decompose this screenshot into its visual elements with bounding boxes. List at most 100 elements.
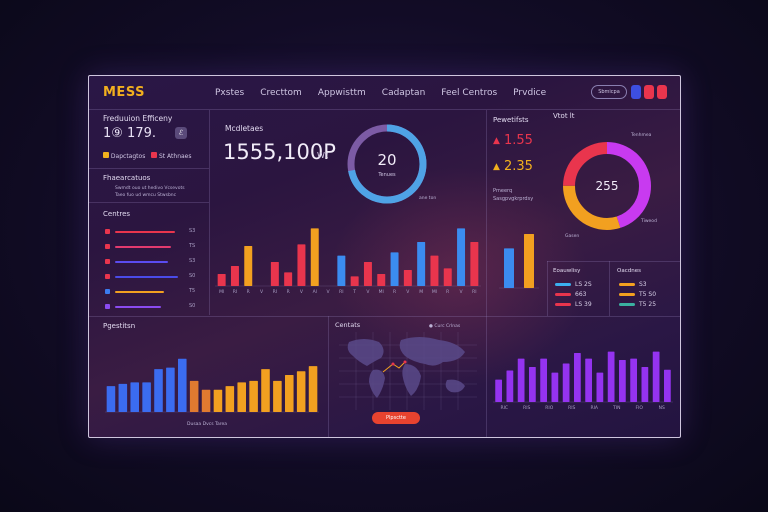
legend-value: T5 25 bbox=[639, 301, 657, 308]
chart-bar[interactable] bbox=[230, 266, 239, 286]
chart-bar[interactable] bbox=[154, 369, 163, 412]
chart-bar[interactable] bbox=[106, 386, 116, 412]
chart-bar[interactable] bbox=[201, 389, 211, 412]
small-donut-chart: 20 Tenues bbox=[347, 124, 427, 204]
chart-bar[interactable] bbox=[619, 360, 626, 402]
chart-bar[interactable] bbox=[585, 358, 592, 402]
chart-bar[interactable] bbox=[495, 379, 502, 402]
chart-bar[interactable] bbox=[562, 363, 570, 403]
chart-bar[interactable] bbox=[177, 358, 187, 412]
app-logo[interactable]: MESS bbox=[103, 85, 145, 100]
centres-row-swatch bbox=[105, 244, 110, 249]
small-donut-value: 20 bbox=[377, 151, 396, 169]
chart-bar[interactable] bbox=[270, 262, 279, 286]
map-title: Centats bbox=[335, 321, 361, 329]
header-button-red-1[interactable] bbox=[644, 85, 654, 99]
chart-bar[interactable] bbox=[574, 353, 581, 402]
chart-bar[interactable] bbox=[630, 358, 637, 402]
chart-bar[interactable] bbox=[390, 252, 399, 286]
chart-bar[interactable] bbox=[529, 367, 536, 402]
chart-bar[interactable] bbox=[470, 242, 479, 286]
header-button-blue[interactable] bbox=[631, 85, 641, 99]
chart-bar[interactable] bbox=[504, 248, 514, 288]
centres-row[interactable]: S0 bbox=[105, 303, 205, 311]
chart-bar[interactable] bbox=[377, 274, 386, 286]
chart-bar[interactable] bbox=[403, 270, 412, 286]
nav-item-6[interactable]: Prvdice bbox=[513, 88, 547, 98]
chart-bar[interactable] bbox=[308, 366, 318, 412]
chart-bar[interactable] bbox=[310, 228, 319, 286]
chart-bar[interactable] bbox=[217, 274, 226, 286]
chart-bar[interactable] bbox=[296, 371, 306, 412]
centres-row-bar bbox=[115, 261, 168, 263]
legend-value: S3 bbox=[639, 281, 647, 288]
chart-bar[interactable] bbox=[607, 351, 615, 402]
chart-bar[interactable] bbox=[244, 246, 253, 286]
map-landmass bbox=[347, 337, 465, 398]
chart-bar[interactable] bbox=[517, 358, 525, 402]
chart-tick-label: RI bbox=[273, 289, 277, 295]
chart-bar[interactable] bbox=[142, 382, 151, 412]
nav-item-1[interactable]: Pxstes bbox=[215, 88, 245, 98]
chart-bar[interactable] bbox=[249, 380, 258, 412]
header: MESS Pxstes Crecttom Appwisttm Cadaptan … bbox=[89, 76, 680, 110]
search-button[interactable]: Sbmicpa bbox=[591, 85, 627, 99]
chart-bar[interactable] bbox=[213, 389, 223, 412]
chart-bar[interactable] bbox=[506, 370, 514, 403]
chart-bar[interactable] bbox=[443, 268, 452, 286]
map-action-button[interactable]: Plpsctte bbox=[372, 412, 420, 424]
chart-tick-label: RI bbox=[472, 289, 476, 295]
chart-bar[interactable] bbox=[540, 358, 547, 402]
centres-row[interactable]: T5 bbox=[105, 288, 205, 296]
nav-item-3[interactable]: Appwisttm bbox=[317, 88, 366, 98]
chart-bar[interactable] bbox=[237, 382, 247, 412]
chart-bar[interactable] bbox=[166, 367, 175, 412]
header-button-red-2[interactable] bbox=[657, 85, 667, 99]
centres-row[interactable]: TS bbox=[105, 243, 205, 251]
map-marker[interactable] bbox=[391, 362, 395, 366]
projection-bar-chart bbox=[105, 358, 319, 413]
centres-row[interactable]: S3 bbox=[105, 228, 205, 236]
world-map[interactable] bbox=[339, 332, 477, 410]
legend-label-1: Dapctagtos bbox=[110, 153, 146, 160]
chart-bar[interactable] bbox=[350, 276, 359, 286]
chart-bar[interactable] bbox=[596, 372, 604, 402]
chart-bar[interactable] bbox=[664, 369, 671, 402]
chart-bar[interactable] bbox=[430, 255, 439, 286]
centres-row[interactable]: S3 bbox=[105, 258, 205, 266]
chart-bar[interactable] bbox=[273, 380, 282, 412]
large-donut-chart: 255 bbox=[563, 142, 651, 230]
nav-item-5[interactable]: Feel Centros bbox=[441, 88, 498, 98]
processes-line-1: Swmdt ouo ut hedivo Vcsevots bbox=[115, 186, 185, 191]
chart-bar[interactable] bbox=[118, 383, 128, 412]
divider bbox=[547, 261, 548, 316]
legend-swatch bbox=[619, 303, 635, 306]
chart-bar[interactable] bbox=[284, 272, 293, 286]
chart-bar[interactable] bbox=[551, 372, 559, 402]
chart-bar[interactable] bbox=[652, 351, 660, 402]
percentage-arrow-icon: ▲ bbox=[493, 162, 500, 172]
centres-row-value: S0 bbox=[189, 273, 196, 279]
metrics-big-value: 1555,100P bbox=[223, 140, 336, 164]
chart-bar[interactable] bbox=[189, 380, 199, 412]
production-icon[interactable]: ℰ bbox=[175, 127, 187, 139]
map-marker[interactable] bbox=[403, 360, 407, 364]
chart-bar[interactable] bbox=[417, 242, 426, 286]
chart-tick-label: V bbox=[406, 289, 410, 295]
chart-bar[interactable] bbox=[297, 244, 306, 286]
chart-tick-label: RIC bbox=[500, 405, 508, 411]
nav-item-2[interactable]: Crecttom bbox=[260, 88, 302, 98]
chart-bar[interactable] bbox=[524, 234, 534, 288]
chart-bar[interactable] bbox=[457, 228, 466, 286]
chart-bar[interactable] bbox=[337, 255, 346, 286]
chart-bar[interactable] bbox=[284, 375, 294, 412]
centres-row-bar bbox=[115, 231, 175, 233]
chart-bar[interactable] bbox=[225, 386, 235, 412]
percentage-value-1: 1.55 bbox=[504, 133, 533, 148]
chart-bar[interactable] bbox=[641, 367, 649, 402]
chart-bar[interactable] bbox=[261, 369, 270, 412]
nav-item-4[interactable]: Cadaptan bbox=[381, 88, 426, 98]
chart-bar[interactable] bbox=[363, 262, 372, 286]
centres-row[interactable]: S0 bbox=[105, 273, 205, 281]
chart-bar[interactable] bbox=[130, 382, 140, 412]
